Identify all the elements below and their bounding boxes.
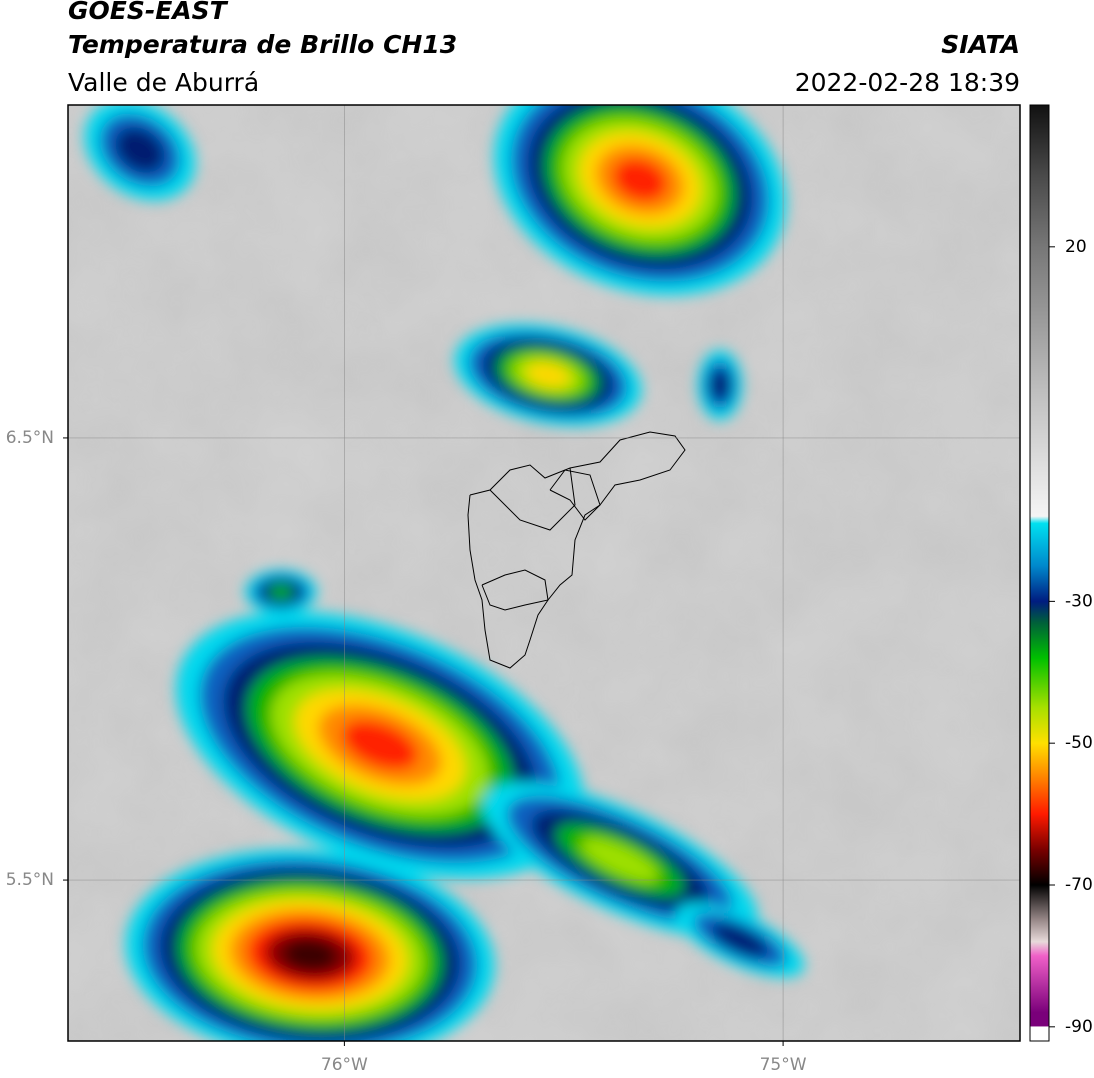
cloud-layer <box>268 584 294 600</box>
datetime: 2022-02-28 18:39 <box>795 68 1020 97</box>
cloud-layer <box>710 369 730 401</box>
cloud-layer <box>282 939 338 971</box>
municipal-boundaries <box>549 469 601 521</box>
y-tick-label: 5.5°N <box>6 870 54 890</box>
cloud-layer <box>580 837 660 883</box>
map-frame <box>67 104 1021 1042</box>
source: SIATA <box>941 30 1020 59</box>
municipal-boundaries <box>481 569 549 611</box>
map <box>68 105 1020 1041</box>
colorbar-tick-label: -50 <box>1065 733 1093 753</box>
region: Valle de Aburrá <box>68 68 259 97</box>
title: GOES-EAST <box>68 0 229 25</box>
colorbar-tick-label: -30 <box>1065 591 1093 611</box>
cloud-layer <box>342 720 418 770</box>
colorbar-tick-label: -90 <box>1065 1017 1093 1037</box>
colorbar-tick-label: 20 <box>1065 237 1087 257</box>
cloud-layer <box>115 127 165 173</box>
subtitle: Temperatura de Brillo CH13 <box>68 30 457 59</box>
cloud-layer <box>612 158 668 202</box>
storms <box>84 105 805 1041</box>
axes: 76°W 75°W 6.5°N 5.5°N <box>6 105 1020 1075</box>
y-tick-label: 6.5°N <box>6 428 54 448</box>
cloud-layer <box>525 362 571 388</box>
colorbar-tick-label: -70 <box>1065 875 1093 895</box>
cloud-layer <box>711 923 769 957</box>
x-tick-label: 75°W <box>760 1055 807 1075</box>
municipal-boundaries <box>489 467 576 531</box>
colorbar <box>1029 104 1050 1042</box>
x-tick-label: 76°W <box>321 1055 368 1075</box>
